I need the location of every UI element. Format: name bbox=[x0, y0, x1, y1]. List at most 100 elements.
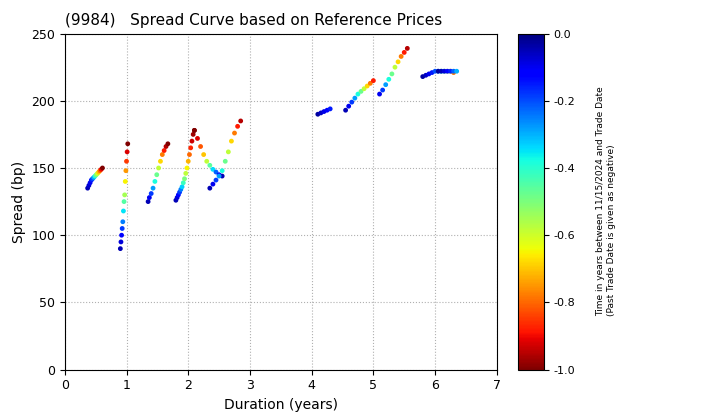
Point bbox=[325, 105, 336, 112]
Point bbox=[232, 123, 243, 130]
Point bbox=[178, 179, 189, 186]
Point bbox=[115, 239, 127, 245]
Point bbox=[189, 127, 200, 134]
Point bbox=[120, 178, 131, 185]
Point bbox=[195, 143, 207, 150]
Point bbox=[235, 118, 246, 124]
Point bbox=[158, 147, 170, 154]
Point bbox=[346, 99, 358, 105]
Point bbox=[198, 151, 210, 158]
Point bbox=[96, 165, 108, 171]
Point bbox=[89, 173, 101, 179]
Point bbox=[390, 64, 401, 71]
Point bbox=[122, 140, 133, 147]
Point bbox=[436, 68, 447, 75]
Point bbox=[321, 107, 333, 113]
Point bbox=[383, 76, 395, 83]
Point bbox=[185, 144, 197, 151]
Point bbox=[429, 68, 441, 75]
Point bbox=[448, 68, 459, 75]
Point bbox=[217, 167, 228, 174]
Point bbox=[117, 225, 128, 232]
Point bbox=[318, 108, 330, 115]
Point bbox=[186, 138, 198, 144]
Point bbox=[94, 167, 106, 174]
Point bbox=[161, 143, 172, 150]
Point bbox=[222, 149, 234, 155]
Point bbox=[417, 73, 428, 80]
Point bbox=[148, 185, 159, 192]
Point bbox=[210, 169, 222, 176]
Point bbox=[84, 179, 96, 186]
Point bbox=[204, 162, 215, 169]
Point bbox=[207, 181, 219, 187]
Point bbox=[184, 151, 195, 158]
Point bbox=[143, 194, 155, 201]
Point bbox=[156, 151, 168, 158]
Point bbox=[374, 91, 385, 97]
Point bbox=[83, 182, 94, 189]
Point bbox=[155, 158, 166, 165]
Point bbox=[420, 72, 431, 79]
Point bbox=[87, 176, 99, 182]
Point bbox=[91, 170, 103, 177]
Point bbox=[364, 80, 376, 87]
Point bbox=[143, 198, 154, 205]
Point bbox=[151, 171, 163, 178]
Y-axis label: Spread (bp): Spread (bp) bbox=[12, 160, 26, 243]
Point bbox=[395, 53, 407, 60]
Point bbox=[229, 130, 240, 136]
Point bbox=[343, 103, 354, 110]
Point bbox=[438, 68, 450, 75]
Point bbox=[436, 68, 447, 75]
Point bbox=[207, 166, 219, 173]
Point bbox=[398, 49, 410, 56]
Point bbox=[192, 135, 203, 142]
Point bbox=[217, 173, 228, 179]
Point bbox=[402, 45, 413, 52]
Point bbox=[392, 58, 404, 65]
Point bbox=[179, 176, 190, 182]
Point bbox=[451, 68, 462, 75]
Point bbox=[162, 140, 174, 147]
Point bbox=[82, 185, 94, 192]
Point bbox=[117, 218, 129, 225]
Point bbox=[153, 165, 164, 171]
Point bbox=[386, 71, 397, 77]
Point bbox=[312, 111, 323, 118]
Text: (9984)   Spread Curve based on Reference Prices: (9984) Spread Curve based on Reference P… bbox=[65, 13, 442, 28]
Text: Time in years between 11/15/2024 and Trade Date
(Past Trade Date is given as neg: Time in years between 11/15/2024 and Tra… bbox=[596, 87, 616, 317]
Point bbox=[441, 68, 453, 75]
Point bbox=[352, 91, 364, 97]
Point bbox=[225, 138, 237, 144]
Point bbox=[114, 245, 126, 252]
Point bbox=[213, 173, 225, 179]
Point bbox=[173, 192, 184, 198]
Point bbox=[433, 68, 444, 75]
Point bbox=[315, 110, 327, 116]
Point bbox=[433, 68, 444, 75]
Point bbox=[93, 169, 104, 176]
Point bbox=[180, 170, 192, 177]
Point bbox=[170, 197, 181, 204]
Point bbox=[349, 95, 361, 102]
Point bbox=[438, 68, 450, 75]
Point bbox=[86, 177, 97, 184]
Point bbox=[121, 158, 132, 165]
Point bbox=[377, 87, 388, 93]
Point bbox=[445, 68, 456, 75]
Point bbox=[220, 158, 231, 165]
Point bbox=[361, 83, 373, 89]
Point bbox=[426, 69, 438, 76]
Point bbox=[210, 177, 222, 184]
Point bbox=[445, 68, 456, 75]
Point bbox=[118, 198, 130, 205]
Point bbox=[88, 174, 99, 181]
Point bbox=[119, 192, 130, 198]
Point bbox=[171, 194, 183, 201]
Point bbox=[116, 232, 127, 239]
Point bbox=[175, 186, 186, 193]
X-axis label: Duration (years): Duration (years) bbox=[224, 398, 338, 412]
Point bbox=[441, 68, 453, 75]
Point bbox=[117, 207, 129, 214]
